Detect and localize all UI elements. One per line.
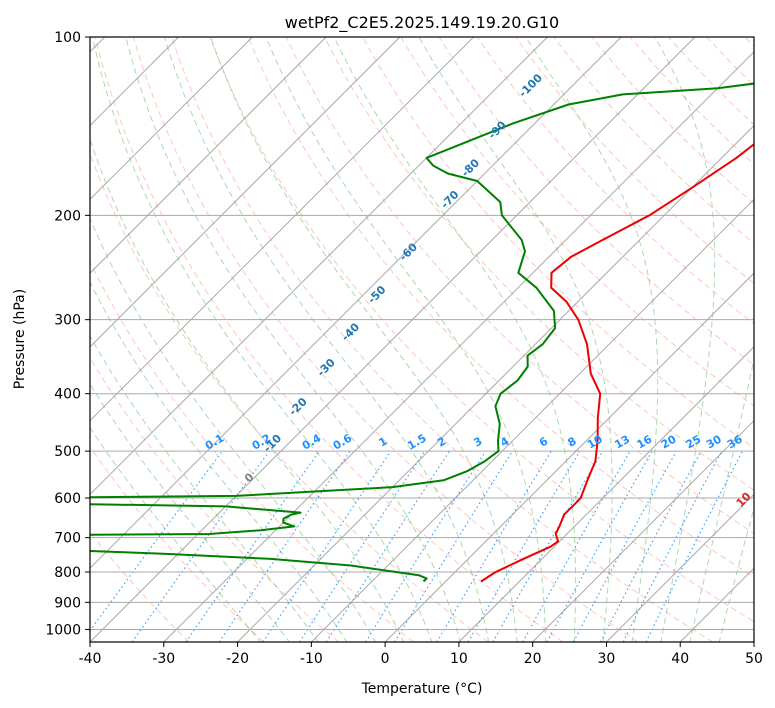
temperature-profile	[480, 143, 754, 583]
sounding-profiles	[90, 82, 754, 583]
isotherm	[90, 37, 401, 348]
x-tick-label: -20	[226, 651, 249, 667]
y-tick-label: 300	[54, 313, 81, 329]
isotherm	[310, 198, 754, 642]
moist-adiabat	[90, 280, 348, 642]
x-axis: -40 -30 -20 -10 0 10 20 30 40 50	[79, 642, 763, 667]
isotherm	[90, 37, 475, 422]
isotherm	[384, 272, 754, 642]
isotherm	[237, 124, 754, 642]
dry-adiabat	[323, 37, 754, 491]
moist-adiabat	[210, 37, 518, 642]
x-tick-label: -30	[152, 651, 175, 667]
x-tick-label: -10	[300, 651, 323, 667]
dewpoint-profile	[90, 82, 754, 583]
x-tick-label: 10	[450, 651, 468, 667]
isotherm	[90, 37, 253, 201]
dry-adiabat	[90, 446, 265, 642]
plot-frame	[89, 36, 755, 643]
isobar-grid	[90, 37, 754, 630]
isotherm	[90, 37, 622, 569]
y-axis-label: Pressure (hPa)	[12, 289, 28, 389]
mixing-ratio-line	[572, 450, 677, 642]
mixing-ratio-line	[185, 450, 320, 642]
dry-adiabat	[171, 37, 713, 642]
y-tick-label: 700	[54, 531, 81, 547]
x-tick-label: 30	[598, 651, 616, 667]
mixing-ratio-line	[262, 450, 392, 642]
moist-adiabat	[90, 383, 291, 642]
mixing-ratio-line	[299, 450, 426, 642]
moist-adiabat	[90, 426, 262, 642]
isotherm	[458, 346, 754, 642]
dry-adiabat	[132, 37, 639, 642]
dry-adiabat	[247, 37, 754, 578]
moist-adiabat	[265, 37, 547, 642]
isotherm	[90, 37, 696, 642]
mixing-ratio-line	[325, 450, 450, 642]
moist-adiabat	[90, 335, 319, 642]
dry-adiabat	[90, 260, 414, 642]
mixing-ratio-line	[365, 450, 487, 642]
moist-adiabat	[654, 37, 716, 642]
y-tick-label: 500	[54, 444, 81, 460]
moist-adiabat	[689, 356, 754, 642]
moist-adiabat	[333, 37, 577, 642]
x-tick-label: -40	[79, 651, 102, 667]
mixing-ratio-line	[131, 450, 270, 642]
dry-adiabat	[285, 37, 754, 535]
isotherm	[90, 37, 548, 496]
moist-adiabat	[92, 37, 433, 642]
moist-adiabat	[718, 505, 754, 642]
x-tick-label: 40	[671, 651, 689, 667]
mixing-ratio-line	[218, 450, 351, 642]
dry-adiabat	[438, 37, 754, 366]
dry-adiabat	[209, 37, 754, 623]
chart-title: wetPf2_C2E5.2025.149.19.20.G10	[285, 13, 559, 33]
isotherm	[532, 419, 754, 642]
x-tick-label: 20	[524, 651, 542, 667]
y-tick-label: 900	[54, 595, 81, 611]
moist-adiabat	[164, 37, 490, 642]
background-lines	[90, 37, 754, 642]
mixing-ratio-line	[436, 450, 552, 642]
x-tick-label: 0	[381, 651, 390, 667]
y-tick-label: 200	[54, 208, 81, 224]
y-tick-label: 400	[54, 387, 81, 403]
dry-adiabat	[515, 37, 754, 285]
y-tick-label: 600	[54, 491, 81, 507]
y-tick-label: 800	[54, 565, 81, 581]
dry-adiabat	[476, 37, 754, 325]
y-tick-label: 100	[54, 30, 81, 46]
dry-adiabat	[94, 37, 564, 642]
isotherm	[606, 493, 754, 642]
y-axis: 1000 900 800 700 600 500 400 300 200 100	[45, 30, 90, 638]
moist-adiabat	[525, 37, 659, 642]
isotherm	[163, 51, 754, 642]
x-tick-label: 50	[745, 651, 763, 667]
moist-adiabat	[90, 217, 376, 642]
x-axis-label: Temperature (°C)	[361, 681, 483, 697]
y-tick-label: 1000	[45, 622, 81, 638]
isotherm	[90, 37, 327, 274]
moist-adiabat	[90, 137, 405, 642]
